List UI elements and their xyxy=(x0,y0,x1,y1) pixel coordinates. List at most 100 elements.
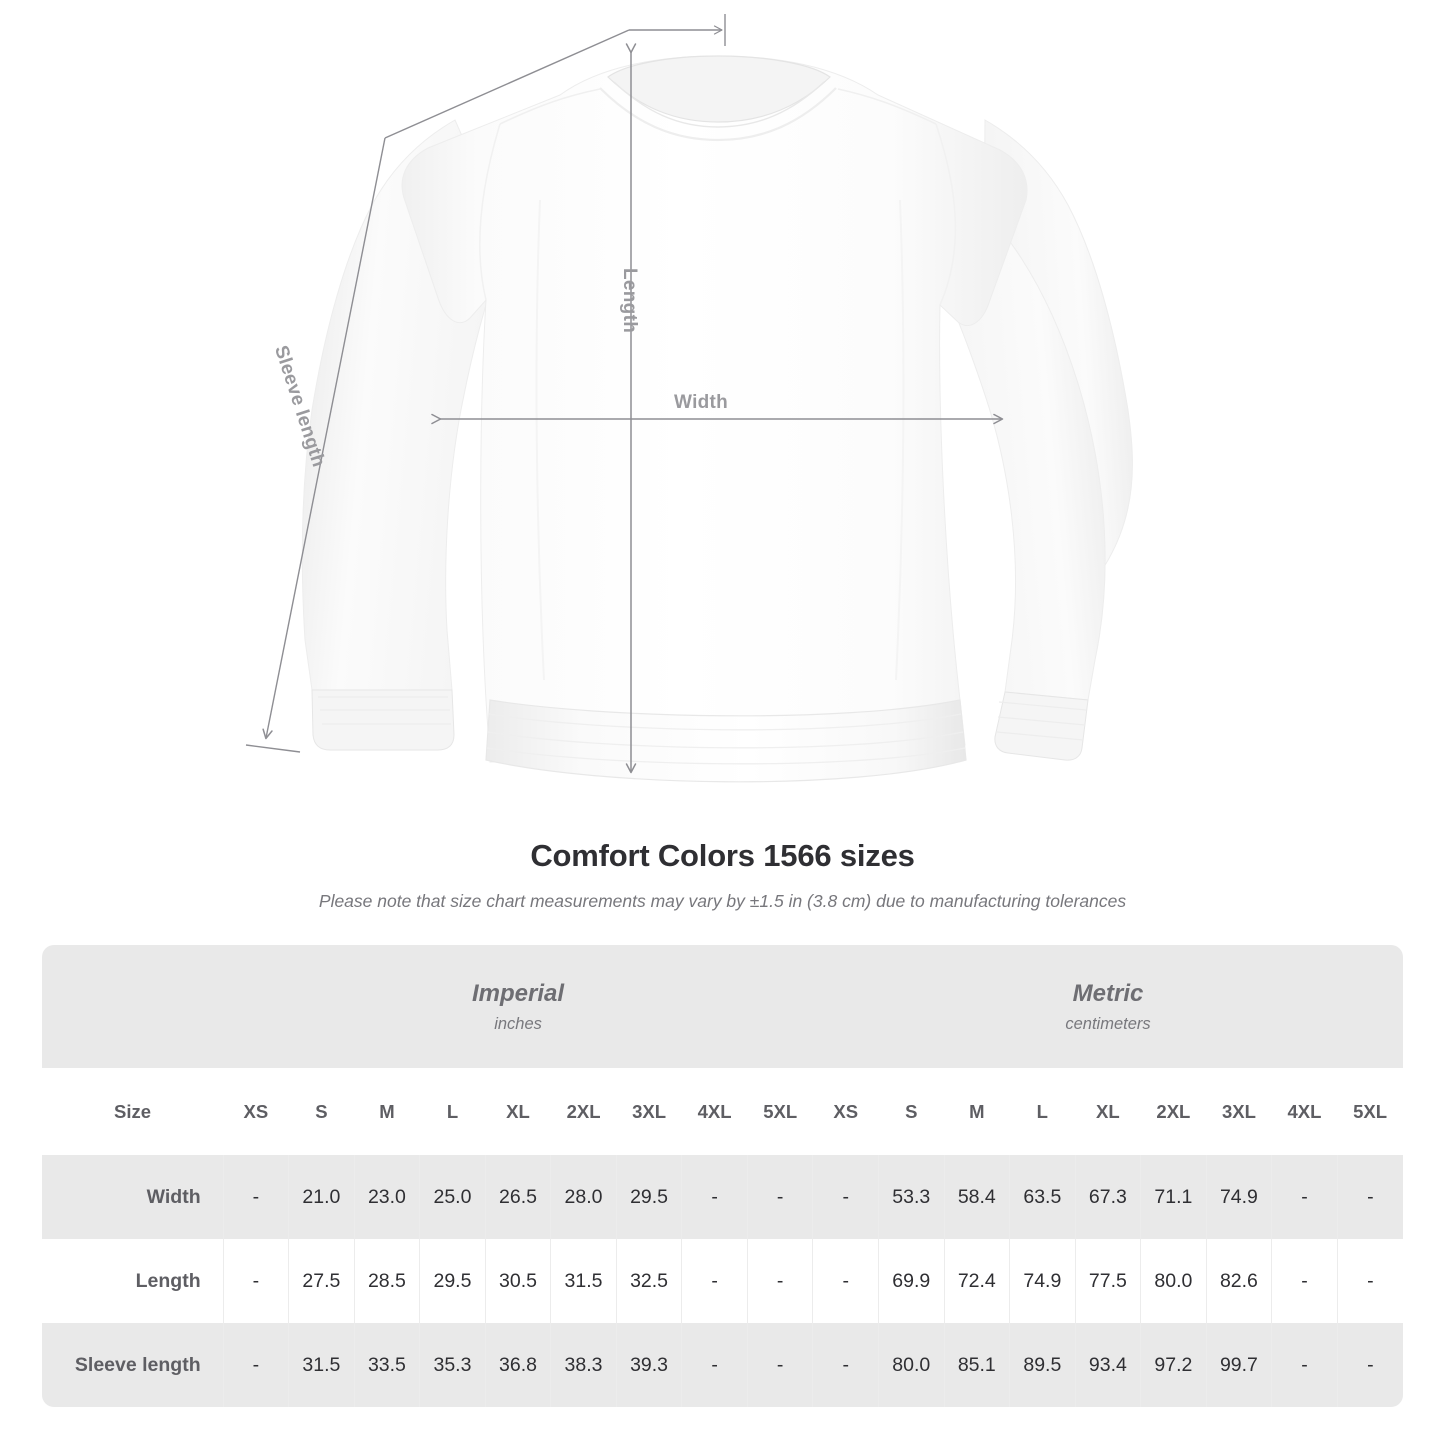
cell-length-imperial-5xl: - xyxy=(746,1239,813,1323)
cell-sleeve-length-metric-m: 85.1 xyxy=(943,1323,1010,1407)
unit-subtitle: inches xyxy=(494,1015,542,1033)
size-header-metric-s: S xyxy=(878,1068,945,1155)
cell-width-metric-5xl: - xyxy=(1336,1155,1403,1239)
size-header-metric-3xl: 3XL xyxy=(1206,1068,1272,1155)
page-title: Comfort Colors 1566 sizes xyxy=(530,838,915,873)
cell-length-metric-4xl: - xyxy=(1271,1239,1338,1323)
size-header-metric-xs: XS xyxy=(812,1068,879,1155)
size-header-metric-5xl: 5XL xyxy=(1337,1068,1403,1155)
left-cuff xyxy=(311,689,455,751)
sweatshirt-illustration xyxy=(245,14,1133,783)
cell-sleeve-length-imperial-s: 31.5 xyxy=(288,1323,355,1407)
size-header-row: Size XS S M L XL 2XL 3XL 4XL 5XL XS S M L XL 2XL 3XL 4XL 5… xyxy=(42,1068,1403,1155)
left-armhole-seam xyxy=(479,123,501,301)
size-header-imperial-4xl: 4XL xyxy=(681,1068,748,1155)
size-header-imperial-5xl: 5XL xyxy=(747,1068,813,1155)
size-header-imperial-xl: XL xyxy=(485,1068,551,1155)
left-cuff-ribbing xyxy=(318,696,451,725)
cell-width-imperial-m: 23.0 xyxy=(353,1155,420,1239)
cell-length-metric-xl: 77.5 xyxy=(1074,1239,1141,1323)
size-header-imperial-m: M xyxy=(354,1068,420,1155)
size-header-metric-2xl: 2XL xyxy=(1140,1068,1207,1155)
size-header-metric-m: M xyxy=(944,1068,1010,1155)
cell-width-metric-3xl: 74.9 xyxy=(1205,1155,1272,1239)
cell-length-imperial-xl: 30.5 xyxy=(484,1239,551,1323)
cell-length-metric-m: 72.4 xyxy=(943,1239,1010,1323)
table-row: Sleeve length -31.5 33.5 35.3 36.8 38.3 39.3- -… xyxy=(42,1323,1403,1407)
cell-sleeve-length-imperial-l: 35.3 xyxy=(419,1323,486,1407)
cell-width-imperial-l: 25.0 xyxy=(419,1155,486,1239)
size-header-imperial-2xl: 2XL xyxy=(550,1068,617,1155)
cell-width-metric-xs: - xyxy=(812,1155,879,1239)
body-fold-right xyxy=(895,199,905,681)
cell-sleeve-length-imperial-m: 33.5 xyxy=(353,1323,420,1407)
cell-length-metric-l: 74.9 xyxy=(1009,1239,1076,1323)
row-label-length: Length xyxy=(42,1239,224,1323)
cell-width-metric-xl: 67.3 xyxy=(1074,1155,1141,1239)
cell-sleeve-length-metric-3xl: 99.7 xyxy=(1205,1323,1272,1407)
right-cuff-ribbing xyxy=(996,701,1087,741)
cell-length-metric-2xl: 80.0 xyxy=(1140,1239,1207,1323)
size-header-imperial-s: S xyxy=(288,1068,355,1155)
title-block: Comfort Colors 1566 sizes Please note th… xyxy=(0,830,1445,912)
size-header-imperial-xs: XS xyxy=(223,1068,289,1155)
cell-width-imperial-2xl: 28.0 xyxy=(550,1155,617,1239)
cell-sleeve-length-metric-xl: 93.4 xyxy=(1074,1323,1141,1407)
unit-group-imperial: Imperial inches xyxy=(223,945,813,1068)
cell-width-metric-l: 63.5 xyxy=(1009,1155,1076,1239)
cell-length-imperial-s: 27.5 xyxy=(288,1239,355,1323)
cell-width-imperial-xl: 26.5 xyxy=(484,1155,551,1239)
cell-length-imperial-3xl: 32.5 xyxy=(615,1239,682,1323)
unit-group-header-row: Imperial inches Metric centimeters xyxy=(42,945,1403,1068)
left-shoulder-seam xyxy=(499,88,601,125)
cell-sleeve-length-metric-5xl: - xyxy=(1336,1323,1403,1407)
unit-group-metric: Metric centimeters xyxy=(812,945,1403,1068)
cell-length-metric-3xl: 82.6 xyxy=(1205,1239,1272,1323)
cell-width-imperial-4xl: - xyxy=(681,1155,748,1239)
cell-length-imperial-m: 28.5 xyxy=(353,1239,420,1323)
right-armhole-seam xyxy=(935,123,957,306)
cell-length-imperial-xs: - xyxy=(222,1239,289,1323)
cell-sleeve-length-imperial-xl: 36.8 xyxy=(484,1323,551,1407)
size-chart-table-wrapper: Imperial inches Metric centimeters Size XS S M L… xyxy=(42,945,1403,1407)
unit-band-spacer xyxy=(42,945,224,1068)
cell-sleeve-length-imperial-xs: - xyxy=(222,1323,289,1407)
cell-width-imperial-5xl: - xyxy=(746,1155,813,1239)
right-cuff xyxy=(994,691,1089,761)
size-chart-table: Imperial inches Metric centimeters Size XS S M L… xyxy=(42,945,1403,1407)
unit-subtitle: centimeters xyxy=(1065,1015,1151,1033)
table-row: Width -21.0 23.0 25.0 26.5 28.0 29.5- - -53.3 58.… xyxy=(42,1155,1403,1239)
sleeve-shoulder-segment xyxy=(384,29,630,139)
cell-sleeve-length-imperial-5xl: - xyxy=(746,1323,813,1407)
cell-width-imperial-s: 21.0 xyxy=(288,1155,355,1239)
cell-sleeve-length-metric-4xl: - xyxy=(1271,1323,1338,1407)
cell-width-metric-s: 53.3 xyxy=(878,1155,945,1239)
cell-sleeve-length-imperial-3xl: 39.3 xyxy=(615,1323,682,1407)
cell-sleeve-length-imperial-4xl: - xyxy=(681,1323,748,1407)
table-row: Length -27.5 28.5 29.5 30.5 31.5 32.5- - -69.9 72… xyxy=(42,1239,1403,1323)
size-header-imperial-l: L xyxy=(419,1068,486,1155)
width-label: Width xyxy=(674,392,729,413)
cell-length-metric-xs: - xyxy=(812,1239,879,1323)
cell-width-imperial-3xl: 29.5 xyxy=(615,1155,682,1239)
cell-width-metric-m: 58.4 xyxy=(943,1155,1010,1239)
size-header-metric-4xl: 4XL xyxy=(1271,1068,1338,1155)
collar-ribbing xyxy=(607,55,831,123)
cell-length-metric-5xl: - xyxy=(1336,1239,1403,1323)
sleeve-end-tick xyxy=(245,744,301,753)
size-header-metric-xl: XL xyxy=(1075,1068,1141,1155)
size-column-header: Size xyxy=(42,1068,224,1155)
size-header-metric-l: L xyxy=(1009,1068,1076,1155)
unit-name: Imperial xyxy=(472,980,565,1007)
cell-length-imperial-l: 29.5 xyxy=(419,1239,486,1323)
garment-diagram: Length Width Sleeve length xyxy=(245,14,1133,783)
cell-sleeve-length-metric-s: 80.0 xyxy=(878,1323,945,1407)
hem-rib-3 xyxy=(486,747,966,765)
cell-sleeve-length-metric-2xl: 97.2 xyxy=(1140,1323,1207,1407)
size-header-imperial-3xl: 3XL xyxy=(616,1068,682,1155)
hem-rib-2 xyxy=(487,731,964,749)
tolerance-note: Please note that size chart measurements… xyxy=(318,891,1127,911)
collar-inner-line xyxy=(613,81,825,128)
cell-length-metric-s: 69.9 xyxy=(878,1239,945,1323)
row-label-width: Width xyxy=(42,1155,224,1239)
